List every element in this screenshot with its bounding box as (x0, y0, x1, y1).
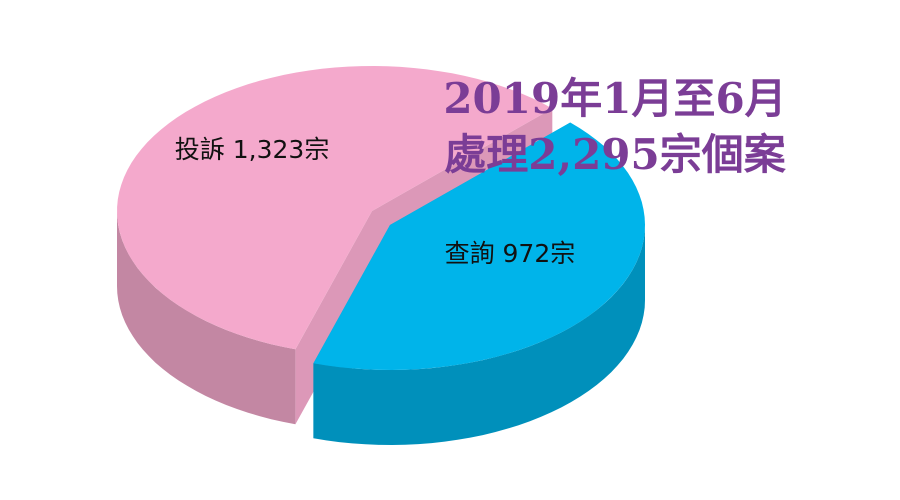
value-label: 1,323宗 (233, 135, 330, 164)
chart-subtitle: 處理2,295宗個案 (444, 130, 787, 179)
data-label: 查詢 972宗 (445, 239, 576, 268)
category-label: 投訴 (175, 135, 225, 164)
slice-top (313, 122, 645, 370)
data-label: 投訴 1,323宗 (175, 135, 330, 164)
pie-slice (313, 122, 645, 445)
category-label: 查詢 (445, 239, 495, 268)
chart-title: 2019年1月至6月 (443, 74, 786, 123)
value-label: 972宗 (503, 239, 576, 268)
slice-top (117, 66, 553, 350)
slice-side (313, 225, 645, 445)
slice-side (117, 211, 296, 425)
